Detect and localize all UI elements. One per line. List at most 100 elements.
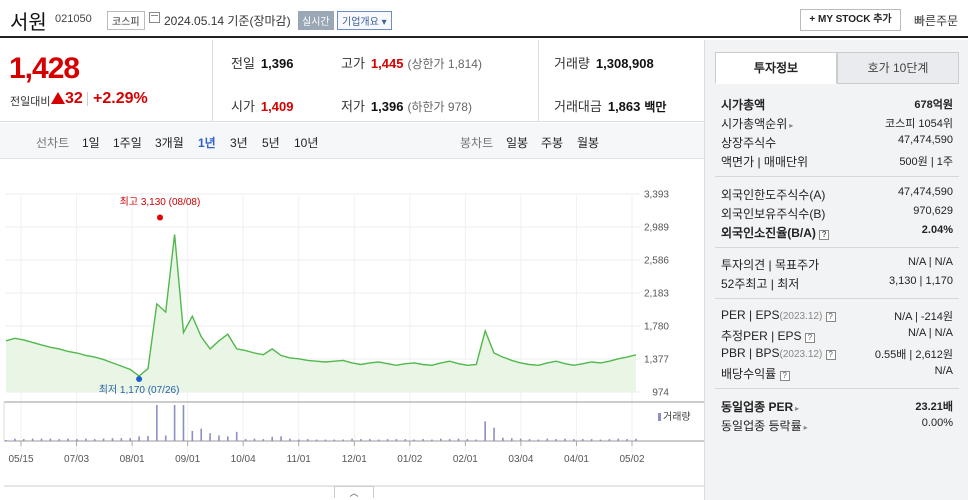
- candle-monthly[interactable]: 월봉: [577, 136, 600, 150]
- trade-amount: 거래대금 1,863 백만: [554, 96, 666, 115]
- listed-shares-value: 47,474,590: [897, 134, 953, 146]
- base-date: 2024.05.14 기준(장마감): [164, 14, 291, 28]
- market-cap-label: 시가총액: [721, 98, 766, 112]
- volume-bar: [102, 438, 105, 441]
- volume-bar: [156, 405, 158, 441]
- volume-bar: [404, 439, 407, 441]
- market-badge: 코스피: [107, 11, 145, 30]
- period-5y[interactable]: 5년: [262, 136, 280, 150]
- period-1y[interactable]: 1년: [198, 136, 216, 150]
- price-area: [6, 234, 636, 392]
- prev-close-label: 전일: [231, 56, 255, 71]
- row-foreign-limit: 외국인한도주식수(A) 47,474,590: [721, 184, 953, 203]
- period-3y[interactable]: 3년: [230, 136, 248, 150]
- volume-bar: [466, 439, 469, 441]
- x-tick-label: 03/04: [508, 454, 533, 465]
- candle-weekly[interactable]: 주봉: [541, 136, 564, 150]
- volume-bar: [369, 439, 371, 441]
- row-market-cap-rank[interactable]: 시가총액순위 ▸ 코스피 1054위: [721, 113, 953, 132]
- volume-bar: [235, 431, 238, 441]
- volume-bar: [457, 438, 460, 441]
- volume-bar: [40, 438, 43, 441]
- x-tick-label: 12/01: [342, 454, 367, 465]
- volume-bar: [164, 435, 167, 441]
- help-icon[interactable]: ?: [825, 312, 836, 322]
- volume-bar: [502, 437, 504, 441]
- volume-bar: [49, 438, 52, 441]
- volume-bar: [298, 439, 300, 441]
- help-icon[interactable]: ?: [819, 230, 830, 240]
- market-cap-block: 시가총액 678억원 시가총액순위 ▸ 코스피 1054위 상장주식수 47,474,5…: [721, 94, 953, 170]
- open-value: 1,409: [260, 99, 294, 114]
- row-industry-per[interactable]: 동일업종 PER ▸ 23.21배: [721, 396, 953, 415]
- help-icon[interactable]: ?: [825, 350, 836, 360]
- volume-bar: [58, 439, 61, 441]
- amount-label: 거래대금: [554, 99, 602, 114]
- period-1w[interactable]: 1주일: [113, 136, 142, 150]
- candle-daily[interactable]: 일봉: [506, 136, 529, 150]
- volume-bar: [129, 438, 132, 441]
- foreign-holding-label: 외국인보유주식수(B): [721, 207, 826, 221]
- quick-order-link[interactable]: 빠른주문: [914, 14, 959, 28]
- period-10y[interactable]: 10년: [294, 136, 319, 150]
- x-tick-label: 05/15: [8, 454, 33, 465]
- help-icon[interactable]: ?: [779, 371, 790, 381]
- volume-bar: [519, 438, 522, 441]
- volume-bar: [635, 438, 637, 441]
- y-tick-label: 3,393: [644, 190, 669, 201]
- volume-bar: [111, 438, 114, 441]
- x-tick-label: 11/01: [287, 454, 312, 465]
- pbr-bps-label: PBR | BPS: [721, 346, 780, 360]
- realtime-button[interactable]: 실시간: [298, 11, 334, 30]
- low-annotation: 최저 1,170 (07/26): [99, 384, 180, 396]
- volume-bar: [271, 436, 273, 441]
- row-listed-shares: 상장주식수 47,474,590: [721, 132, 953, 151]
- volume-label: 거래량: [554, 56, 590, 71]
- industry-per-value: 23.21배: [915, 401, 953, 413]
- volume-bar: [386, 439, 389, 441]
- calendar-icon: [149, 12, 160, 23]
- volume-bar: [581, 439, 584, 441]
- row-industry-change[interactable]: 동일업종 등락률 ▸ 0.00%: [721, 415, 953, 434]
- volume-bar: [14, 438, 16, 441]
- volume-bar: [360, 439, 362, 441]
- volume-bar: [555, 439, 557, 441]
- current-price: 1,428: [9, 52, 80, 85]
- help-icon[interactable]: ?: [804, 333, 815, 343]
- volume-legend: 거래량: [658, 408, 691, 423]
- market-cap-value: 678억원: [914, 99, 953, 111]
- change-percent: +2.29%: [93, 90, 148, 107]
- high-marker: [157, 214, 163, 221]
- volume: 거래량 1,308,908: [554, 53, 654, 72]
- volume-bar: [76, 439, 78, 441]
- upper-limit: (상한가 1,814): [407, 57, 482, 71]
- stock-header: 서원 021050 코스피 2024.05.14 기준(장마감) 실시간 기업개…: [0, 0, 968, 38]
- opinion-block: 투자의견 | 목표주가 N/A | N/A 52주최고 | 최저 3,130 | 1…: [721, 254, 953, 292]
- y-tick-label: 2,989: [644, 223, 669, 234]
- period-3m[interactable]: 3개월: [155, 136, 184, 150]
- volume-bar: [289, 438, 291, 441]
- volume-bar: [564, 438, 566, 441]
- volume-bar: [182, 405, 185, 441]
- row-foreign-holding: 외국인보유주식수(B) 970,629: [721, 203, 953, 222]
- tab-investment-info[interactable]: 투자정보: [715, 52, 837, 84]
- volume-bar: [31, 438, 34, 441]
- high-annotation: 최고 3,130 (08/08): [120, 196, 201, 208]
- high-label: 고가: [341, 56, 365, 71]
- volume-bar: [173, 405, 176, 441]
- y-tick-label: 2,183: [644, 289, 669, 300]
- price-chart[interactable]: 3,393 2,989 2,586 2,183 1,780 1,377 974 최고 3,13…: [0, 160, 704, 500]
- foreign-limit-value: 47,474,590: [897, 186, 953, 198]
- volume-bar: [599, 439, 602, 441]
- divider: [715, 298, 959, 299]
- per-eps-date: (2023.12): [779, 311, 823, 322]
- tab-order-book[interactable]: 호가 10단계: [837, 52, 959, 84]
- foreign-limit-label: 외국인한도주식수(A): [721, 188, 826, 202]
- collapse-chart-button[interactable]: ︿: [334, 486, 374, 498]
- period-1d[interactable]: 1일: [82, 136, 100, 150]
- divider: [715, 388, 959, 389]
- add-mystock-button[interactable]: + MY STOCK 추가: [800, 9, 901, 31]
- company-overview-dropdown[interactable]: 기업개요 ▾: [337, 11, 392, 30]
- x-tick-label: 05/02: [619, 454, 644, 465]
- row-est-per: 추정PER | EPS ? N/A | N/A: [721, 325, 953, 344]
